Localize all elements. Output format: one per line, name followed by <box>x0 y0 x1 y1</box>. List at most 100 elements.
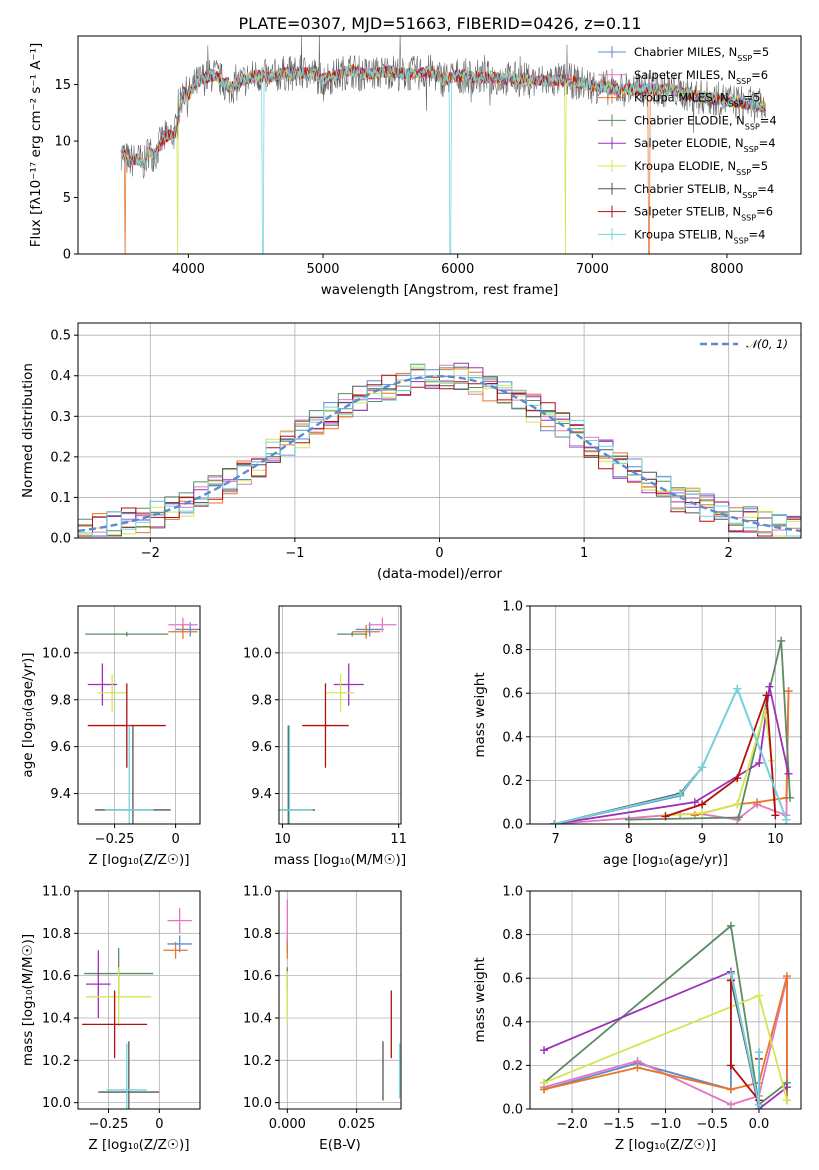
x-tick-label: 0 <box>171 832 179 847</box>
y-axis-label: Normed distribution <box>20 363 36 498</box>
y-tick-label: 10.2 <box>42 1054 71 1069</box>
y-tick-label: 11.0 <box>243 885 272 900</box>
y-tick-label: 10.4 <box>42 1011 71 1026</box>
y-tick-label: 10.0 <box>42 1096 71 1111</box>
y-tick-label: 10.4 <box>243 1011 272 1026</box>
residual-legend: 𝒩(0, 1) <box>700 337 788 351</box>
y-tick-label: 9.4 <box>50 787 71 802</box>
y-tick-label: 0.8 <box>502 643 523 658</box>
x-tick-label: 0 <box>435 546 443 561</box>
plot-area <box>78 362 801 537</box>
weight-vs-age-panel: 7 8 9 10 0.0 0.2 0.4 0.6 0.8 1.0 age [log₁₀(age/yr… <box>472 600 802 868</box>
x-axis-label: E(B-V) <box>319 1137 361 1153</box>
y-tick-label: 0.4 <box>502 730 523 745</box>
axes-frame <box>77 890 201 1110</box>
weight-point-chabrier-elodie <box>624 815 633 824</box>
x-tick-label: −1.0 <box>650 1117 682 1132</box>
weight-point-salpeter-elodie <box>765 682 774 691</box>
y-tick-label: 0.1 <box>50 491 71 506</box>
weight-point-kroupa-stelib <box>550 820 559 824</box>
x-tick-label: −0.25 <box>89 1117 129 1132</box>
gridlines <box>78 606 200 824</box>
gridlines <box>279 606 401 824</box>
y-tick-label: 0.0 <box>50 532 71 547</box>
y-tick-label: 10.8 <box>243 927 272 942</box>
x-tick-label: 4000 <box>172 262 205 277</box>
weight-point-salpeter-stelib <box>661 812 670 821</box>
y-tick-label: 10.0 <box>243 1096 272 1111</box>
y-tick-label: 9.4 <box>251 787 272 802</box>
y-tick-label: 0.2 <box>50 450 71 465</box>
y-tick-label: 0.0 <box>502 818 523 833</box>
weight-point-kroupa-miles <box>633 1063 642 1072</box>
plot-area <box>540 921 791 1109</box>
weight-point-kroupa-stelib <box>754 1100 763 1109</box>
weight-point-salpeter-elodie <box>540 1046 549 1055</box>
x-axis-label: mass [log₁₀(M/M☉)] <box>274 852 406 868</box>
weight-point-kroupa-elodie <box>698 809 707 818</box>
weight-point-kroupa-elodie <box>540 1078 549 1087</box>
y-axis-label: mass weight <box>472 672 488 757</box>
weight-point-kroupa-elodie <box>754 991 763 1000</box>
x-tick-label: −2 <box>141 546 160 561</box>
legend-label-normal: 𝒩(0, 1) <box>746 337 788 351</box>
weight-point-salpeter-stelib <box>762 691 771 700</box>
y-tick-label: 0 <box>63 248 71 263</box>
plot-area <box>279 617 397 824</box>
y-tick-label: 9.6 <box>251 740 272 755</box>
y-tick-label: 1.0 <box>502 885 523 900</box>
plot-area <box>85 617 200 824</box>
y-axis-label: mass [log₁₀(M/M☉)] <box>20 934 36 1066</box>
weight-point-kroupa-miles <box>782 972 791 981</box>
x-axis-label: Z [log₁₀(Z/Z☉)] <box>615 1137 716 1153</box>
axes-frame <box>77 35 802 255</box>
x-tick-label: 10 <box>767 832 784 847</box>
legend-entry: Chabrier MILES, NSSP=5 <box>634 45 769 63</box>
y-tick-label: 0.0 <box>502 1103 523 1118</box>
weight-point-kroupa-stelib <box>726 969 735 978</box>
weight-point-chabrier-elodie <box>734 813 743 822</box>
y-tick-label: 0.4 <box>50 369 71 384</box>
x-axis-label: wavelength [Angstrom, rest frame] <box>321 282 559 298</box>
x-tick-label: 10 <box>274 832 291 847</box>
y-tick-label: 0.4 <box>502 1015 523 1030</box>
x-tick-label: 6000 <box>441 262 474 277</box>
legend-entry: Salpeter ELODIE, NSSP=4 <box>634 136 776 154</box>
axes-frame <box>278 890 402 1110</box>
spectrum-line-kroupa-stelib <box>120 64 766 254</box>
residuals-panel: −2 −1 0 1 2 0.0 0.1 0.2 0.3 0.4 0.5 (data-model)/er… <box>20 322 802 582</box>
weight-point-chabrier-elodie <box>726 921 735 930</box>
axes-frame <box>278 605 402 825</box>
weight-point-salpeter-stelib <box>698 800 707 809</box>
gridlines <box>78 890 200 1109</box>
y-tick-label: 10.0 <box>42 646 71 661</box>
x-tick-label: −1.5 <box>603 1117 635 1132</box>
figure-title: PLATE=0307, MJD=51663, FIBERID=0426, z=0… <box>238 14 641 33</box>
weight-point-chabrier-elodie <box>786 793 795 802</box>
weight-point-kroupa-miles <box>726 1085 735 1094</box>
legend-entry: Salpeter MILES, NSSP=6 <box>634 68 768 86</box>
legend-entry: Kroupa STELIB, NSSP=4 <box>634 227 765 245</box>
y-tick-label: 0.2 <box>502 1059 523 1074</box>
weight-point-salpeter-elodie <box>755 758 764 767</box>
x-axis-label: age [log₁₀(age/yr)] <box>603 852 728 868</box>
y-tick-label: 0.2 <box>502 774 523 789</box>
axes-frame <box>529 605 802 825</box>
x-tick-label: 2 <box>725 546 733 561</box>
y-tick-label: 10 <box>54 135 71 150</box>
weight-point-salpeter-stelib <box>771 811 780 820</box>
y-tick-label: 0.6 <box>502 972 523 987</box>
spectrum-legend: Chabrier MILES, NSSP=5 Salpeter MILES, NS… <box>598 45 777 245</box>
y-tick-label: 11.0 <box>42 885 71 900</box>
weight-line-salpeter-stelib <box>665 695 777 818</box>
weight-point-salpeter-elodie <box>784 769 793 778</box>
age-vs-mass-panel: 10 11 9.4 9.6 9.8 10.0 mass [log₁₀(M/M☉)] <box>243 605 407 868</box>
weight-point-chabrier-elodie <box>777 636 786 645</box>
y-tick-label: 15 <box>54 78 71 93</box>
legend-entry: Chabrier STELIB, NSSP=4 <box>634 182 774 200</box>
x-tick-label: 0.0 <box>749 1117 770 1132</box>
y-tick-label: 10.0 <box>243 646 272 661</box>
weight-line-kroupa-stelib <box>730 973 760 1105</box>
y-tick-label: 10.8 <box>42 927 71 942</box>
